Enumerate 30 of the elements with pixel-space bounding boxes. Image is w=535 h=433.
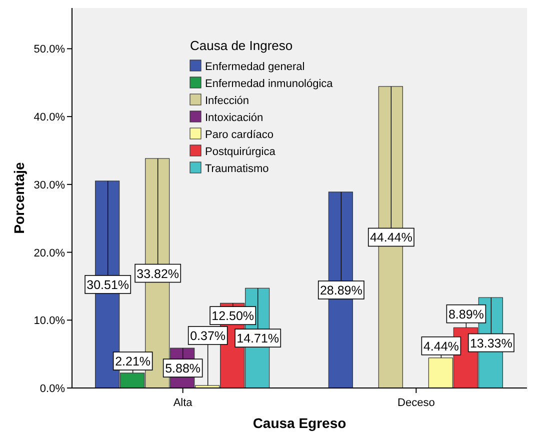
y-tick-label: 40.0% [34, 112, 66, 124]
data-label: 0.37% [190, 328, 226, 343]
y-axis-title: Porcentaje [11, 162, 27, 234]
y-tick-label: 50.0% [34, 44, 66, 56]
data-label: 8.89% [448, 307, 484, 322]
legend-label: Intoxicación [205, 112, 264, 124]
y-tick-label: 30.0% [34, 179, 66, 192]
legend-label: Traumatismo [205, 163, 269, 175]
data-label: 5.88% [165, 362, 201, 376]
legend-title: Causa de Ingreso [190, 38, 293, 53]
x-tick-label: Deceso [398, 397, 435, 409]
legend-label: Postquirúrgica [205, 146, 276, 158]
legend-label: Enfermedad general [205, 61, 305, 73]
y-tick-label: 10.0% [34, 315, 66, 328]
data-label: 14.71% [236, 332, 280, 346]
y-tick-label: 20.0% [34, 247, 66, 260]
data-label: 44.44% [370, 230, 412, 245]
legend-label: Enfermedad inmunológica [205, 78, 334, 90]
data-label: 30.51% [86, 278, 130, 292]
data-label: 28.89% [320, 283, 362, 298]
data-label: 33.82% [136, 266, 180, 281]
y-tick-label: 0.0% [40, 383, 66, 395]
data-label: 2.21% [115, 354, 151, 369]
legend-label: Paro cardíaco [205, 129, 274, 141]
x-tick-label: Alta [173, 397, 194, 409]
legend-label: Infección [205, 95, 250, 107]
data-label: 13.33% [470, 336, 512, 350]
data-label: 4.44% [423, 339, 459, 354]
data-label: 12.50% [212, 309, 254, 324]
x-axis-title: Causa Egreso [252, 415, 346, 431]
